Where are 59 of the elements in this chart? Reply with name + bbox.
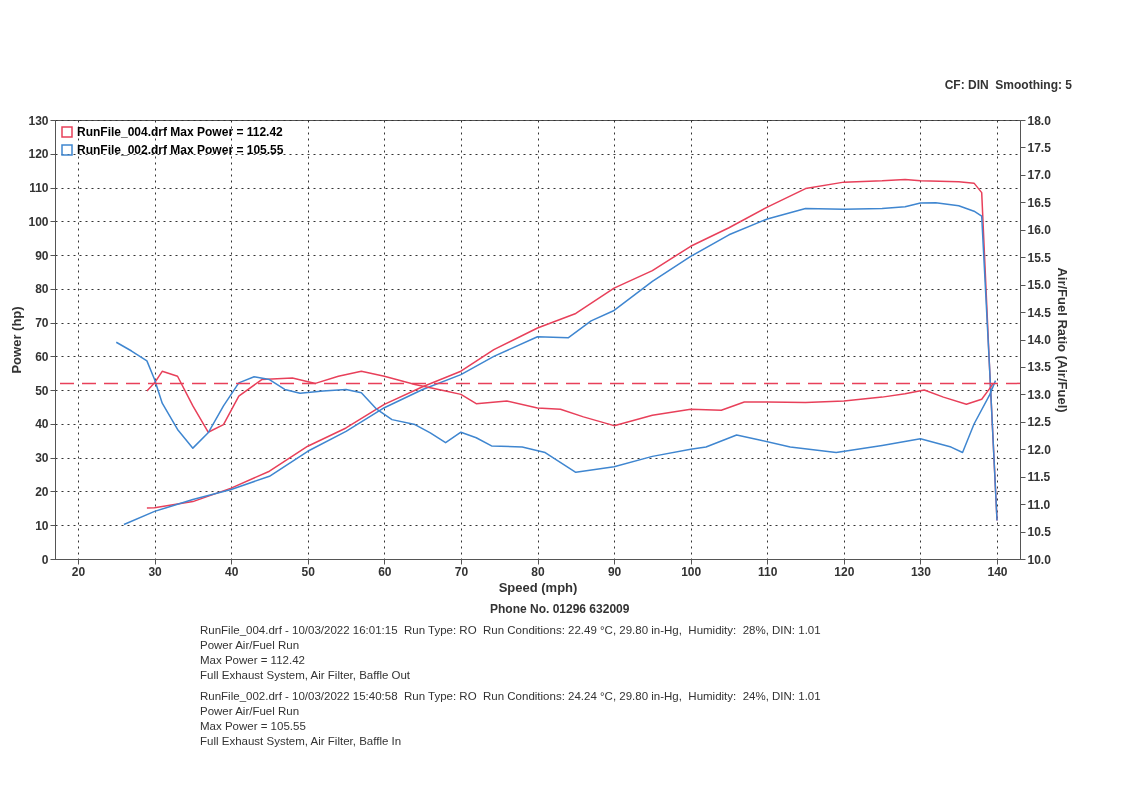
y2-tick-label: 10.0 xyxy=(1027,552,1052,567)
text: Max Power = 105.55 xyxy=(200,719,307,734)
x-tick-label: 120 xyxy=(834,564,855,579)
text: CF: DIN Smoothing: 5 xyxy=(944,78,1072,92)
y2-tick-label: 13.5 xyxy=(1027,360,1052,375)
y-tick-label: 130 xyxy=(28,113,49,128)
y2-tick-label: 11.5 xyxy=(1027,470,1051,485)
y2-tick-label: 12.0 xyxy=(1027,442,1052,457)
x-tick-label: 110 xyxy=(758,564,778,579)
y2-tick-label: 11.0 xyxy=(1027,497,1051,512)
x-tick-label: 40 xyxy=(224,564,239,579)
legend-label: RunFile_004.drf Max Power = 112.42 xyxy=(77,125,284,139)
x-tick-label: 30 xyxy=(148,564,163,579)
y2-tick-label: 15.5 xyxy=(1027,250,1052,265)
y2-tick-label: 16.0 xyxy=(1027,223,1052,238)
x-axis-title: Speed (mph) xyxy=(498,579,578,595)
y2-tick-label: 13.0 xyxy=(1027,387,1052,402)
text: Full Exhaust System, Air Filter, Baffle In xyxy=(200,734,403,749)
y2-tick-label: 17.0 xyxy=(1027,168,1052,183)
y2-tick-label: 17.5 xyxy=(1027,140,1052,155)
text: Max Power = 112.42 xyxy=(200,653,306,668)
y-tick-label: 50 xyxy=(35,383,49,398)
text: Power Air/Fuel Run xyxy=(200,638,301,653)
y2-tick-label: 14.5 xyxy=(1027,305,1052,320)
y-tick-label: 100 xyxy=(28,214,49,229)
x-tick-label: 140 xyxy=(987,564,1008,579)
text: RunFile_002.drf - 10/03/2022 15:40:58 Run Type: RO Run Conditions: 24.24 °C, 29.80 in-Hg, Humidity: 24%, DIN: 1.01 xyxy=(200,689,821,704)
y-tick-label: 30 xyxy=(35,451,49,466)
y-tick-label: 10 xyxy=(35,518,49,533)
y-tick-label: 60 xyxy=(35,349,49,364)
y-tick-label: 0 xyxy=(41,552,49,567)
x-tick-label: 50 xyxy=(301,564,316,579)
y-tick-label: 120 xyxy=(28,147,49,162)
y-tick-label: 20 xyxy=(35,484,49,499)
y-tick-label: 40 xyxy=(35,417,49,432)
y2-tick-label: 16.5 xyxy=(1027,195,1052,210)
y2-tick-label: 14.0 xyxy=(1027,333,1052,347)
text: Power Air/Fuel Run xyxy=(200,704,301,719)
y-tick-label: 110 xyxy=(29,181,49,196)
x-tick-label: 100 xyxy=(681,564,702,579)
y-axis-title: Power (hp) xyxy=(9,306,25,374)
text: Phone No. 01296 632009 xyxy=(490,602,631,617)
x-tick-label: 60 xyxy=(378,564,392,579)
y2-tick-label: 10.5 xyxy=(1027,525,1052,540)
x-tick-label: 130 xyxy=(910,564,932,579)
y2-tick-label: 15.0 xyxy=(1027,278,1052,293)
y-tick-label: 80 xyxy=(35,282,49,297)
y2-axis-title: Air/Fuel Ratio (Air/Fuel) xyxy=(1054,267,1070,413)
y-tick-label: 90 xyxy=(35,248,49,263)
x-tick-label: 20 xyxy=(71,564,86,579)
y2-tick-label: 18.0 xyxy=(1027,113,1052,128)
legend-label: RunFile_002.drf Max Power = 105.55 xyxy=(77,143,284,157)
x-tick-label: 70 xyxy=(454,564,469,579)
x-tick-label: 80 xyxy=(531,564,545,579)
text: RunFile_004.drf - 10/03/2022 16:01:15 Run Type: RO Run Conditions: 22.49 °C, 29.80 in-Hg, Humidity: 28%, DIN: 1.01 xyxy=(200,623,821,638)
y2-tick-label: 12.5 xyxy=(1027,415,1052,430)
y-tick-label: 70 xyxy=(35,316,49,331)
text: Full Exhaust System, Air Filter, Baffle Out xyxy=(200,668,412,683)
x-tick-label: 90 xyxy=(607,564,622,579)
